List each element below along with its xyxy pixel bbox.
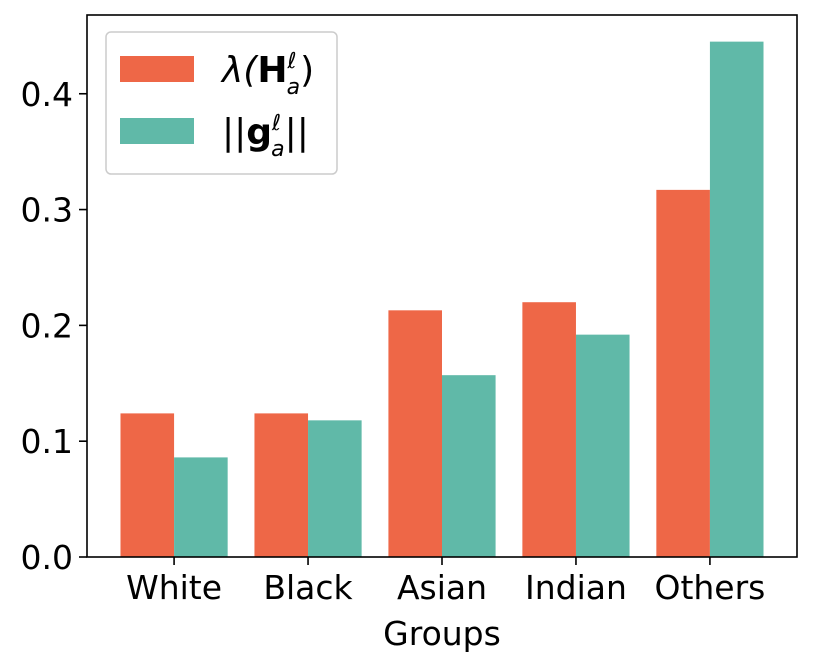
- y-tick-label: 0.3: [21, 191, 73, 230]
- bar-others-series-1: [656, 189, 710, 557]
- x-tick-label-asian: Asian: [397, 568, 487, 607]
- bar-asian-series-1: [388, 310, 442, 557]
- legend: λ(Hℓ a) ||gℓ a||: [105, 31, 338, 175]
- x-axis: White Black Asian Indian Others: [126, 557, 765, 607]
- y-tick-label: 0.2: [21, 306, 73, 345]
- x-tick-label-white: White: [126, 568, 222, 607]
- x-tick-label-black: Black: [263, 568, 353, 607]
- legend-swatch-1: [120, 56, 194, 82]
- bar-asian-series-2: [442, 375, 496, 557]
- legend-label-2: ||gℓ a||: [222, 111, 309, 162]
- bar-indian-series-2: [575, 334, 630, 557]
- y-axis: 0.0 0.1 0.2 0.3 0.4: [21, 75, 87, 577]
- y-tick-label: 0.1: [21, 422, 73, 461]
- bar-white-series-1: [120, 413, 175, 557]
- legend-swatch-2: [120, 118, 194, 144]
- bars-layer: [120, 41, 764, 557]
- bar-others-series-2: [709, 41, 764, 557]
- bar-black-series-1: [254, 413, 309, 557]
- y-tick-label: 0.0: [21, 538, 73, 577]
- bar-black-series-2: [308, 420, 362, 557]
- legend-label-1: λ(Hℓ a): [220, 49, 314, 100]
- x-tick-label-others: Others: [654, 568, 765, 607]
- y-tick-label: 0.4: [21, 75, 73, 114]
- bar-white-series-2: [174, 457, 228, 557]
- x-tick-label-indian: Indian: [525, 568, 627, 607]
- x-axis-label: Groups: [383, 614, 501, 653]
- bar-indian-series-1: [522, 302, 576, 557]
